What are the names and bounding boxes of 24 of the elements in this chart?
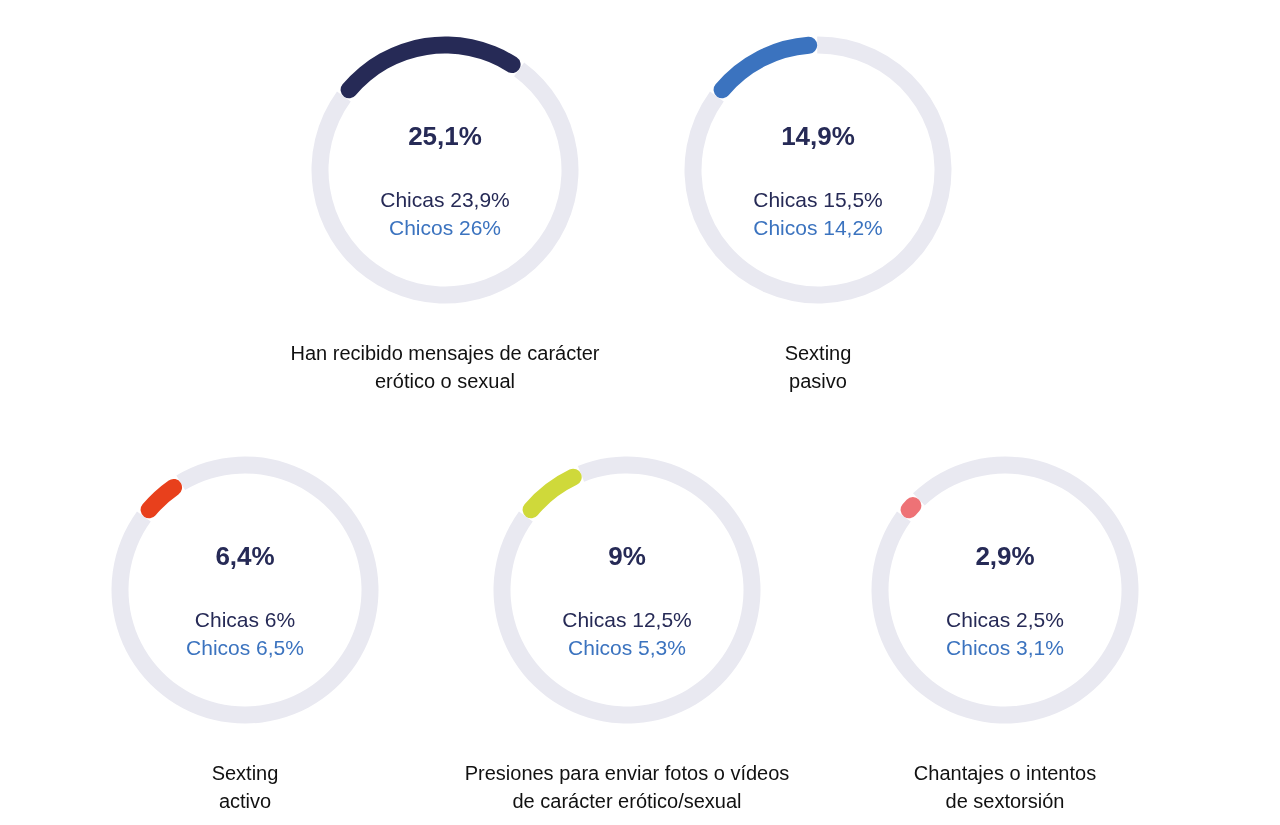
donut-slice (713, 36, 818, 99)
text: Chicas 15,5% (753, 188, 883, 211)
donut-slice (493, 456, 761, 724)
text: Sexting activo (211, 762, 279, 812)
text: Sexting pasivo (784, 342, 852, 392)
text: Chicos 26% (388, 216, 502, 239)
text: 14,9% (781, 121, 855, 151)
text: 25,1% (408, 121, 482, 151)
text: Chantajes o intentos de sextorsión (913, 762, 1097, 812)
text: Chicas 12,5% (562, 608, 692, 631)
text: 6,4% (215, 541, 275, 571)
text: 9% (608, 541, 646, 571)
text: Chicas 23,9% (380, 188, 510, 211)
text: Chicos 14,2% (753, 216, 883, 239)
donut-slice (684, 36, 952, 304)
text: Chicas 6% (194, 608, 296, 631)
text: Chicos 5,3% (568, 636, 686, 659)
text: 2,9% (975, 541, 1035, 571)
text: Chicas 2,5% (946, 608, 1064, 631)
text: Chicos 3,1% (946, 636, 1064, 659)
donut-slice (522, 468, 582, 519)
text: Presiones para enviar fotos o vídeos de carácter erótico/sexual (464, 762, 790, 812)
text: Chicos 6,5% (186, 636, 304, 659)
text: Han recibido mensajes de carácter erótico o sexual (290, 342, 600, 392)
